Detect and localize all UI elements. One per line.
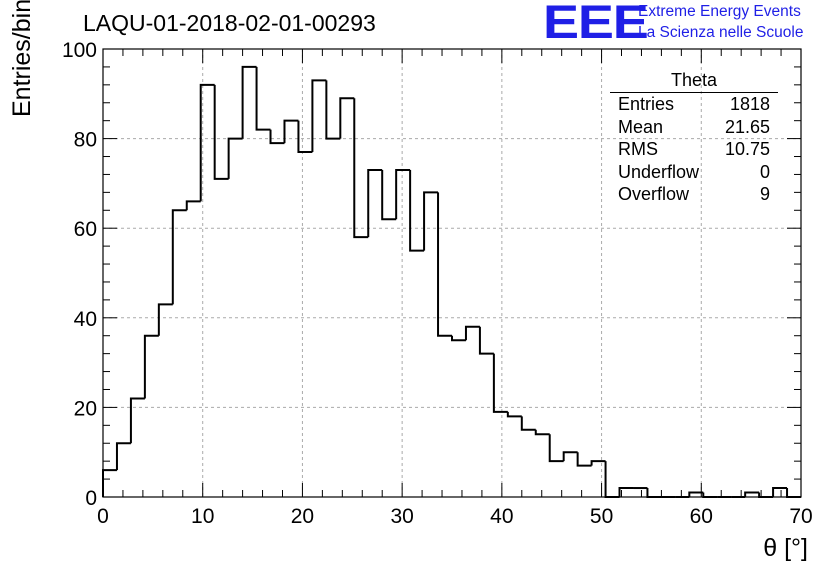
histogram-bin: [576, 452, 592, 467]
y-tick-label: 20: [74, 397, 97, 420]
histogram-bin: [297, 120, 313, 154]
histogram-bin: [492, 353, 508, 413]
stats-label: Underflow: [618, 161, 700, 182]
stats-label: RMS: [618, 139, 658, 159]
y-axis-label: Entries/bin: [8, 0, 36, 117]
y-tick-label: 0: [85, 487, 97, 510]
histogram-bin: [409, 169, 425, 252]
stats-box: Theta Entries 1818 Mean 21.65 RMS 10.75 Und…: [610, 70, 778, 206]
logo-subtitle-line1: Extreme Energy Events: [638, 3, 801, 20]
stats-row-entries: Entries 1818: [610, 93, 778, 116]
x-tick-label: 30: [390, 505, 413, 528]
stats-label: Overflow: [618, 184, 690, 204]
histogram-bin: [604, 461, 620, 498]
x-tick-label: 20: [291, 505, 314, 528]
y-tick-label: 100: [62, 39, 97, 62]
histogram-bin: [129, 397, 145, 444]
histogram-bin: [325, 80, 341, 140]
y-axis-label-wrap: Entries/bin: [8, 0, 37, 117]
histogram-bin: [520, 416, 536, 431]
x-tick-label: 10: [191, 505, 214, 528]
histogram-bin: [464, 325, 480, 341]
stats-value: 10.75: [724, 139, 770, 159]
histogram-bin: [353, 98, 369, 239]
x-axis-label: θ [°]: [763, 534, 808, 562]
y-tick-label: 80: [74, 129, 97, 152]
histogram-bin: [646, 488, 662, 498]
histogram-bin: [562, 451, 578, 462]
stats-row-underflow: Underflow 0: [610, 161, 778, 184]
histogram-bin: [381, 169, 397, 221]
histogram-bin: [534, 429, 550, 436]
histogram-bin: [506, 411, 522, 418]
stats-label: Mean: [618, 116, 664, 137]
x-tick-label: 0: [97, 505, 109, 528]
histogram-bin: [451, 335, 466, 342]
histogram-bin: [115, 442, 131, 471]
histogram-bin: [227, 137, 243, 179]
x-tick-label: 50: [590, 505, 613, 528]
y-tick-label: 40: [74, 308, 97, 331]
histogram-bin: [255, 66, 271, 131]
histogram-bin: [213, 84, 229, 180]
histogram-bin: [786, 488, 801, 498]
plot-frame: [102, 48, 802, 498]
histogram-bin: [185, 200, 201, 211]
histogram-bin: [241, 65, 257, 139]
histogram-bin: [744, 491, 760, 497]
histogram-bin: [548, 434, 564, 463]
histogram-bin: [157, 303, 173, 336]
histogram-bin: [702, 492, 718, 498]
stats-label: Entries: [618, 94, 675, 114]
y-tick-label: 60: [74, 218, 97, 241]
stats-value: 1818: [729, 94, 770, 114]
stats-row-rms: RMS 10.75: [610, 138, 778, 161]
histogram-bin: [367, 168, 383, 238]
histogram-bin: [311, 79, 327, 153]
histogram-bin: [478, 326, 494, 355]
eee-logo: EEE: [543, 0, 649, 48]
histogram-bin: [339, 97, 355, 139]
histogram-bin: [171, 209, 187, 305]
x-tick-label: 70: [789, 505, 812, 528]
x-tick-label: 40: [490, 505, 513, 528]
chart-title: LAQU-01-2018-02-01-00293: [83, 10, 376, 36]
logo-subtitle-line2: La Scienza nelle Scuole: [638, 24, 804, 41]
stats-value: 0: [759, 161, 770, 182]
histogram-bin: [437, 192, 452, 337]
histogram-bin: [423, 191, 439, 251]
histogram-bin: [688, 491, 704, 497]
histogram-bin: [283, 119, 299, 144]
stats-row-overflow: Overflow 9: [610, 183, 778, 206]
stats-value: 9: [759, 184, 770, 204]
stats-row-mean: Mean 21.65: [610, 116, 778, 139]
histogram-bin: [269, 129, 285, 145]
stats-value: 21.65: [724, 116, 770, 137]
histogram-bin: [395, 168, 411, 220]
histogram-bin: [199, 83, 215, 202]
histogram-bin: [772, 487, 788, 497]
x-tick-label: 60: [690, 505, 713, 528]
stats-title: Theta: [610, 70, 778, 93]
histogram-bin: [143, 334, 159, 399]
histogram-bin: [590, 460, 606, 466]
histogram-bin: [102, 469, 117, 497]
histogram-bin: [618, 487, 634, 497]
